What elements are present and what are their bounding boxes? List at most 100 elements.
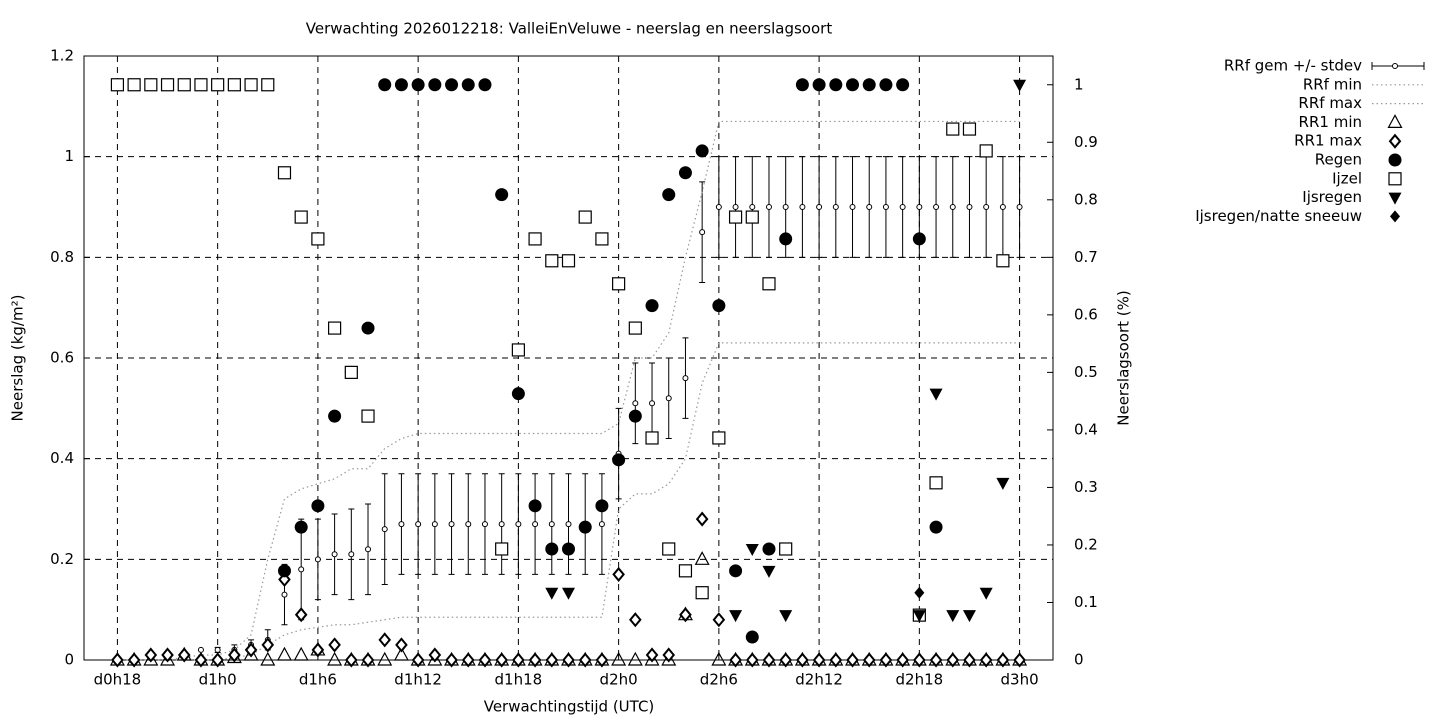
data-point bbox=[627, 651, 643, 666]
x-tick-label: d2h18 bbox=[896, 671, 944, 689]
data-point bbox=[745, 543, 759, 556]
data-point bbox=[729, 610, 743, 623]
data-point bbox=[628, 409, 642, 423]
data-point bbox=[913, 652, 926, 668]
data-point bbox=[695, 511, 709, 527]
data-point bbox=[745, 210, 759, 224]
data-point bbox=[595, 232, 609, 246]
y2-axis-label: Neerslagsoort (%) bbox=[1115, 290, 1133, 425]
data-point bbox=[996, 652, 1010, 668]
data-point bbox=[612, 277, 626, 291]
data-point bbox=[749, 204, 756, 210]
legend-label: RR1 min bbox=[1299, 113, 1362, 131]
data-point bbox=[294, 607, 308, 623]
legend-symbol bbox=[1388, 172, 1402, 186]
data-point bbox=[695, 586, 709, 600]
data-point bbox=[632, 400, 639, 407]
data-point bbox=[645, 431, 659, 445]
data-point bbox=[979, 144, 993, 158]
data-point bbox=[428, 647, 442, 663]
y-tick-label: 0.4 bbox=[50, 449, 74, 467]
data-point bbox=[498, 521, 505, 528]
data-point bbox=[729, 652, 742, 668]
y2-tick-label: 0.6 bbox=[1074, 305, 1098, 323]
data-point bbox=[261, 637, 275, 653]
y-axis-label: Neerslag (kg/m²) bbox=[9, 295, 27, 422]
legend-symbol bbox=[1387, 114, 1403, 129]
data-point bbox=[365, 546, 372, 553]
data-point bbox=[578, 520, 592, 534]
data-point bbox=[545, 542, 559, 556]
data-point bbox=[228, 647, 241, 663]
data-point bbox=[578, 652, 592, 668]
data-point bbox=[411, 78, 425, 92]
data-point bbox=[244, 78, 258, 92]
data-point bbox=[866, 204, 873, 210]
data-point bbox=[445, 652, 458, 668]
data-point bbox=[481, 521, 488, 528]
y2-tick-label: 0.7 bbox=[1074, 248, 1098, 266]
data-point bbox=[428, 78, 442, 92]
data-point bbox=[244, 642, 258, 658]
data-point bbox=[946, 652, 960, 668]
data-point bbox=[916, 204, 923, 210]
data-point bbox=[328, 409, 342, 423]
data-point bbox=[381, 526, 388, 533]
data-point bbox=[378, 78, 392, 92]
data-point bbox=[548, 521, 555, 528]
data-point bbox=[762, 652, 776, 668]
data-point bbox=[311, 642, 325, 658]
data-point bbox=[612, 566, 625, 582]
data-point bbox=[415, 521, 422, 528]
y2-tick-label: 0.2 bbox=[1074, 535, 1098, 553]
data-point bbox=[912, 232, 926, 246]
data-point bbox=[963, 652, 976, 668]
data-point bbox=[598, 521, 605, 528]
data-point bbox=[983, 204, 990, 210]
data-point bbox=[782, 204, 789, 210]
data-point bbox=[712, 299, 726, 313]
data-point bbox=[298, 566, 305, 573]
data-point bbox=[177, 78, 191, 92]
y-tick-label: 0 bbox=[64, 651, 74, 669]
data-point bbox=[377, 651, 393, 666]
data-point bbox=[762, 277, 776, 291]
data-point bbox=[144, 647, 158, 663]
data-point bbox=[699, 229, 706, 236]
data-point bbox=[849, 204, 856, 210]
x-tick-label: d1h18 bbox=[495, 671, 543, 689]
data-point bbox=[327, 651, 343, 666]
data-point bbox=[393, 646, 409, 661]
data-point bbox=[214, 646, 221, 653]
data-point bbox=[1013, 652, 1026, 668]
data-point bbox=[211, 78, 225, 92]
data-point bbox=[461, 78, 475, 92]
data-point bbox=[879, 78, 893, 92]
legend-symbol bbox=[1388, 192, 1402, 205]
data-point bbox=[765, 204, 772, 210]
x-tick-label: d2h6 bbox=[700, 671, 738, 689]
data-point bbox=[816, 204, 823, 210]
data-point bbox=[796, 652, 809, 668]
data-point bbox=[929, 476, 943, 490]
data-point bbox=[611, 651, 627, 666]
data-point bbox=[361, 321, 375, 335]
data-point bbox=[996, 254, 1010, 268]
data-point bbox=[511, 343, 525, 357]
data-point bbox=[595, 499, 609, 513]
data-point bbox=[846, 78, 860, 92]
x-tick-label: d2h0 bbox=[600, 671, 638, 689]
x-tick-label: d3h0 bbox=[1001, 671, 1039, 689]
data-point bbox=[445, 78, 459, 92]
y-tick-label: 1 bbox=[64, 147, 74, 165]
data-point bbox=[779, 232, 793, 246]
data-point bbox=[314, 556, 321, 563]
x-tick-label: d1h0 bbox=[199, 671, 237, 689]
y-tick-label: 0.6 bbox=[50, 349, 74, 367]
data-point bbox=[194, 652, 208, 668]
data-point bbox=[966, 204, 973, 210]
data-point bbox=[578, 210, 592, 224]
x-tick-label: d1h12 bbox=[394, 671, 442, 689]
data-point bbox=[398, 521, 405, 528]
